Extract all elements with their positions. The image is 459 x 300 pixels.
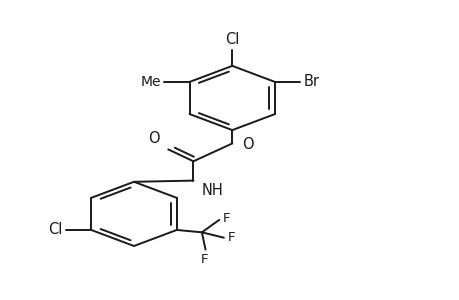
Text: O: O [242, 137, 253, 152]
Text: F: F [227, 231, 235, 244]
Text: F: F [223, 212, 230, 226]
Text: O: O [148, 131, 160, 146]
Text: F: F [201, 253, 208, 266]
Text: Cl: Cl [224, 32, 239, 47]
Text: Me: Me [140, 75, 161, 89]
Text: NH: NH [201, 183, 223, 198]
Text: Br: Br [303, 74, 319, 89]
Text: Cl: Cl [48, 223, 63, 238]
